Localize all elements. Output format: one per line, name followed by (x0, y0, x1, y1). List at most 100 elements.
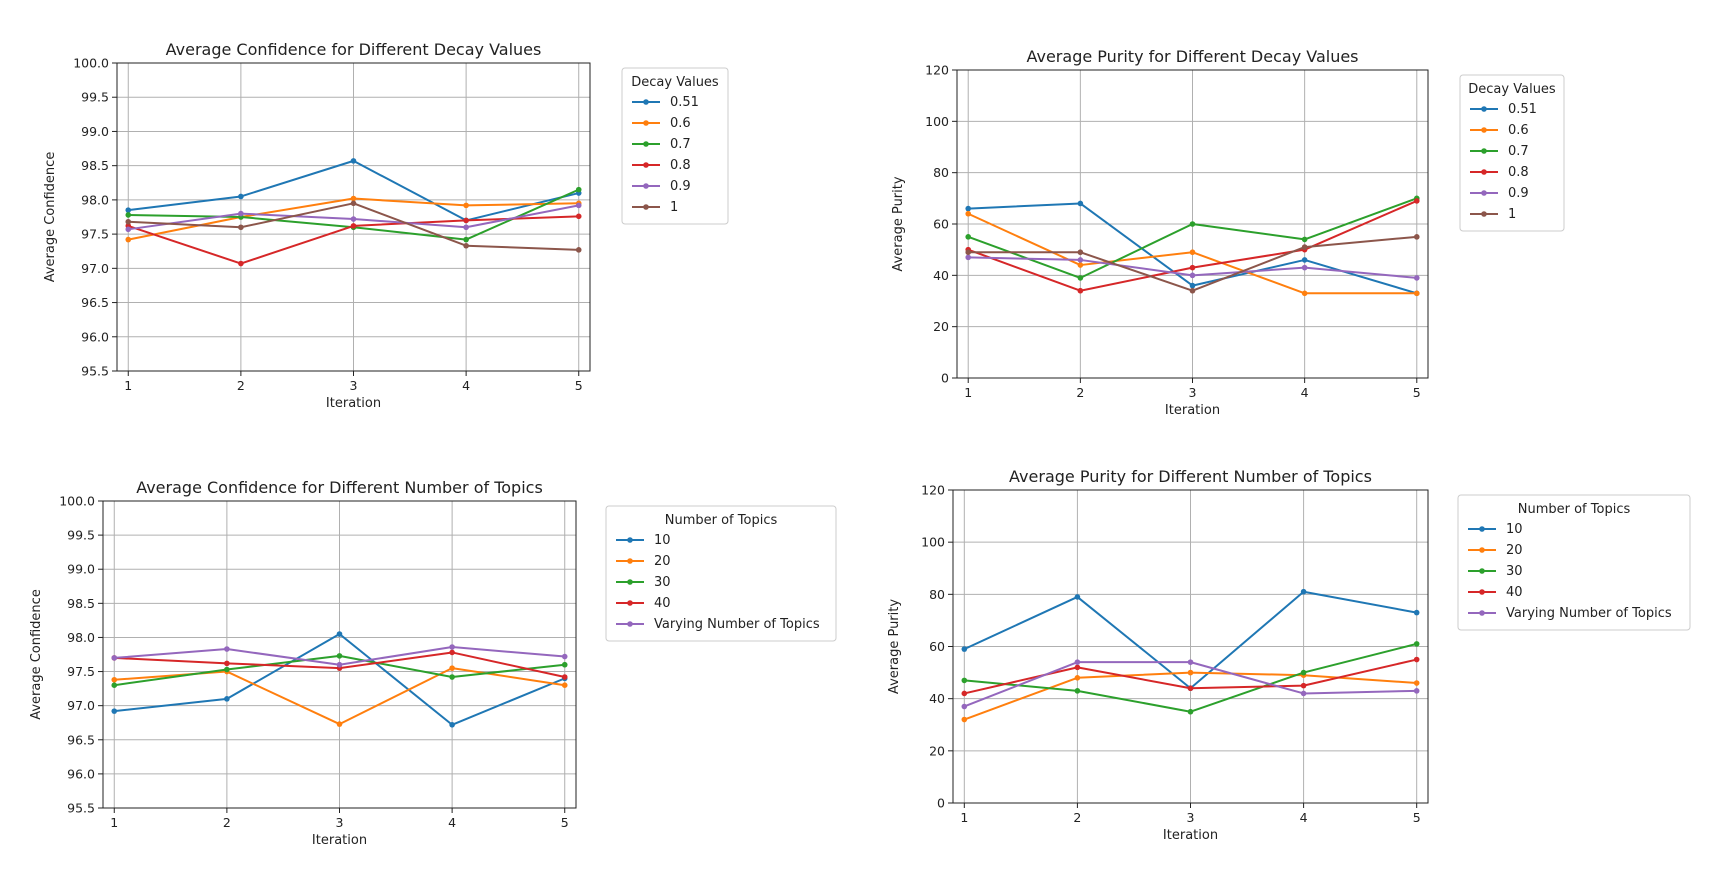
legend-marker (643, 183, 649, 189)
data-point (1300, 690, 1307, 697)
data-point (1189, 272, 1196, 279)
data-point (965, 210, 972, 217)
data-point (336, 661, 343, 668)
legend-title: Number of Topics (1518, 502, 1631, 517)
data-point (561, 653, 568, 660)
data-point (1187, 708, 1194, 715)
data-point (965, 249, 972, 256)
legend-marker (1481, 211, 1487, 217)
data-point (1189, 264, 1196, 271)
data-point (961, 677, 968, 684)
chart-title: Average Purity for Different Number of T… (1009, 467, 1372, 486)
data-point (111, 676, 118, 683)
x-tick-label: 4 (1301, 385, 1309, 400)
legend-entry-label: 0.6 (1508, 123, 1529, 138)
legend: Number of Topics 10 20 30 40 Varying Number o… (1457, 494, 1691, 631)
data-point (961, 646, 968, 652)
data-point (449, 649, 455, 656)
legend-marker (627, 537, 633, 543)
x-tick-label: 1 (124, 378, 132, 393)
y-tick-label: 100.0 (73, 56, 109, 71)
legend-entry-label: 0.9 (670, 179, 691, 194)
legend-marker (627, 621, 633, 627)
x-tick-label: 5 (1413, 810, 1421, 825)
data-point (965, 234, 972, 240)
legend-entry-label: 1 (670, 200, 678, 215)
legend-title: Decay Values (631, 75, 719, 90)
data-point (463, 202, 469, 209)
data-point (463, 217, 469, 224)
legend-marker (1481, 190, 1487, 196)
data-point (350, 223, 357, 229)
data-point (1189, 221, 1196, 227)
legend-entry-label: 10 (1506, 522, 1523, 537)
data-point (111, 655, 118, 661)
chart-panel-4: 0 20 40 60 80 100 120 1 2 3 4 5 Average Purity for D… (887, 467, 1691, 843)
data-point (125, 212, 132, 218)
x-tick-label: 4 (1300, 810, 1308, 825)
chart-title: Average Confidence for Different Number … (136, 478, 543, 497)
data-point (449, 665, 455, 671)
data-point (961, 690, 968, 697)
data-point (575, 202, 582, 209)
y-tick-label: 80 (929, 587, 945, 602)
legend-entry-label: 0.7 (1508, 144, 1529, 159)
x-tick-label: 1 (110, 815, 118, 830)
data-point (1413, 275, 1420, 281)
data-point (224, 666, 230, 673)
data-point (1074, 688, 1081, 694)
data-point (1187, 659, 1194, 665)
x-tick-label: 2 (1076, 385, 1084, 400)
data-point (1077, 275, 1084, 281)
x-axis-label: Iteration (326, 396, 381, 411)
data-point (1189, 282, 1196, 289)
data-point (350, 216, 357, 222)
y-tick-label: 100 (921, 535, 945, 550)
data-point (1189, 249, 1196, 256)
x-tick-label: 3 (1187, 810, 1195, 825)
legend-entry-label: 0.51 (670, 95, 699, 110)
data-point (1301, 290, 1308, 297)
legend-marker (627, 600, 633, 606)
legend-entry-label: 10 (654, 533, 671, 548)
data-point (1187, 685, 1194, 692)
data-point (463, 224, 469, 231)
y-tick-label: 100 (925, 114, 949, 129)
y-tick-label: 100.0 (59, 494, 95, 509)
data-point (449, 721, 455, 728)
data-point (224, 660, 230, 667)
data-point (238, 193, 244, 200)
x-axis-label: Iteration (312, 833, 367, 848)
y-tick-label: 40 (933, 268, 949, 283)
data-point (1074, 594, 1081, 600)
legend-marker (643, 162, 649, 168)
x-tick-label: 3 (336, 815, 344, 830)
legend-marker (1481, 106, 1487, 112)
chart-panel-3: 95.5 96.0 96.5 97.0 97.5 98.0 98.5 99.0 99.5 100.… (29, 478, 837, 848)
data-point (1413, 688, 1420, 694)
data-point (1077, 257, 1084, 263)
legend-entry-label: 0.7 (670, 137, 691, 152)
data-point (111, 708, 118, 714)
data-point (961, 716, 968, 723)
legend-marker (1481, 148, 1487, 154)
legend: Decay Values 0.51 0.6 0.7 0.8 0.9 1 (1459, 74, 1565, 232)
legend-entry-label: 0.51 (1508, 102, 1537, 117)
y-tick-label: 99.5 (81, 90, 109, 105)
chart-panel-2: 0 20 40 60 80 100 120 1 2 3 4 5 Average Purity for D… (891, 47, 1565, 418)
y-tick-label: 95.5 (81, 364, 109, 379)
x-tick-label: 3 (350, 378, 358, 393)
legend-entry-label: 30 (654, 575, 671, 590)
data-point (561, 674, 568, 680)
plot-area-frame (116, 62, 591, 372)
data-point (1077, 249, 1084, 256)
y-tick-label: 98.5 (67, 596, 95, 611)
legend-marker (627, 579, 633, 585)
data-point (561, 661, 568, 668)
data-point (1074, 664, 1081, 671)
data-point (1413, 680, 1420, 686)
x-tick-label: 4 (462, 378, 470, 393)
legend-entry-label: 0.8 (670, 158, 691, 173)
legend-entry-label: Varying Number of Topics (654, 617, 820, 632)
y-tick-label: 99.0 (67, 562, 95, 577)
